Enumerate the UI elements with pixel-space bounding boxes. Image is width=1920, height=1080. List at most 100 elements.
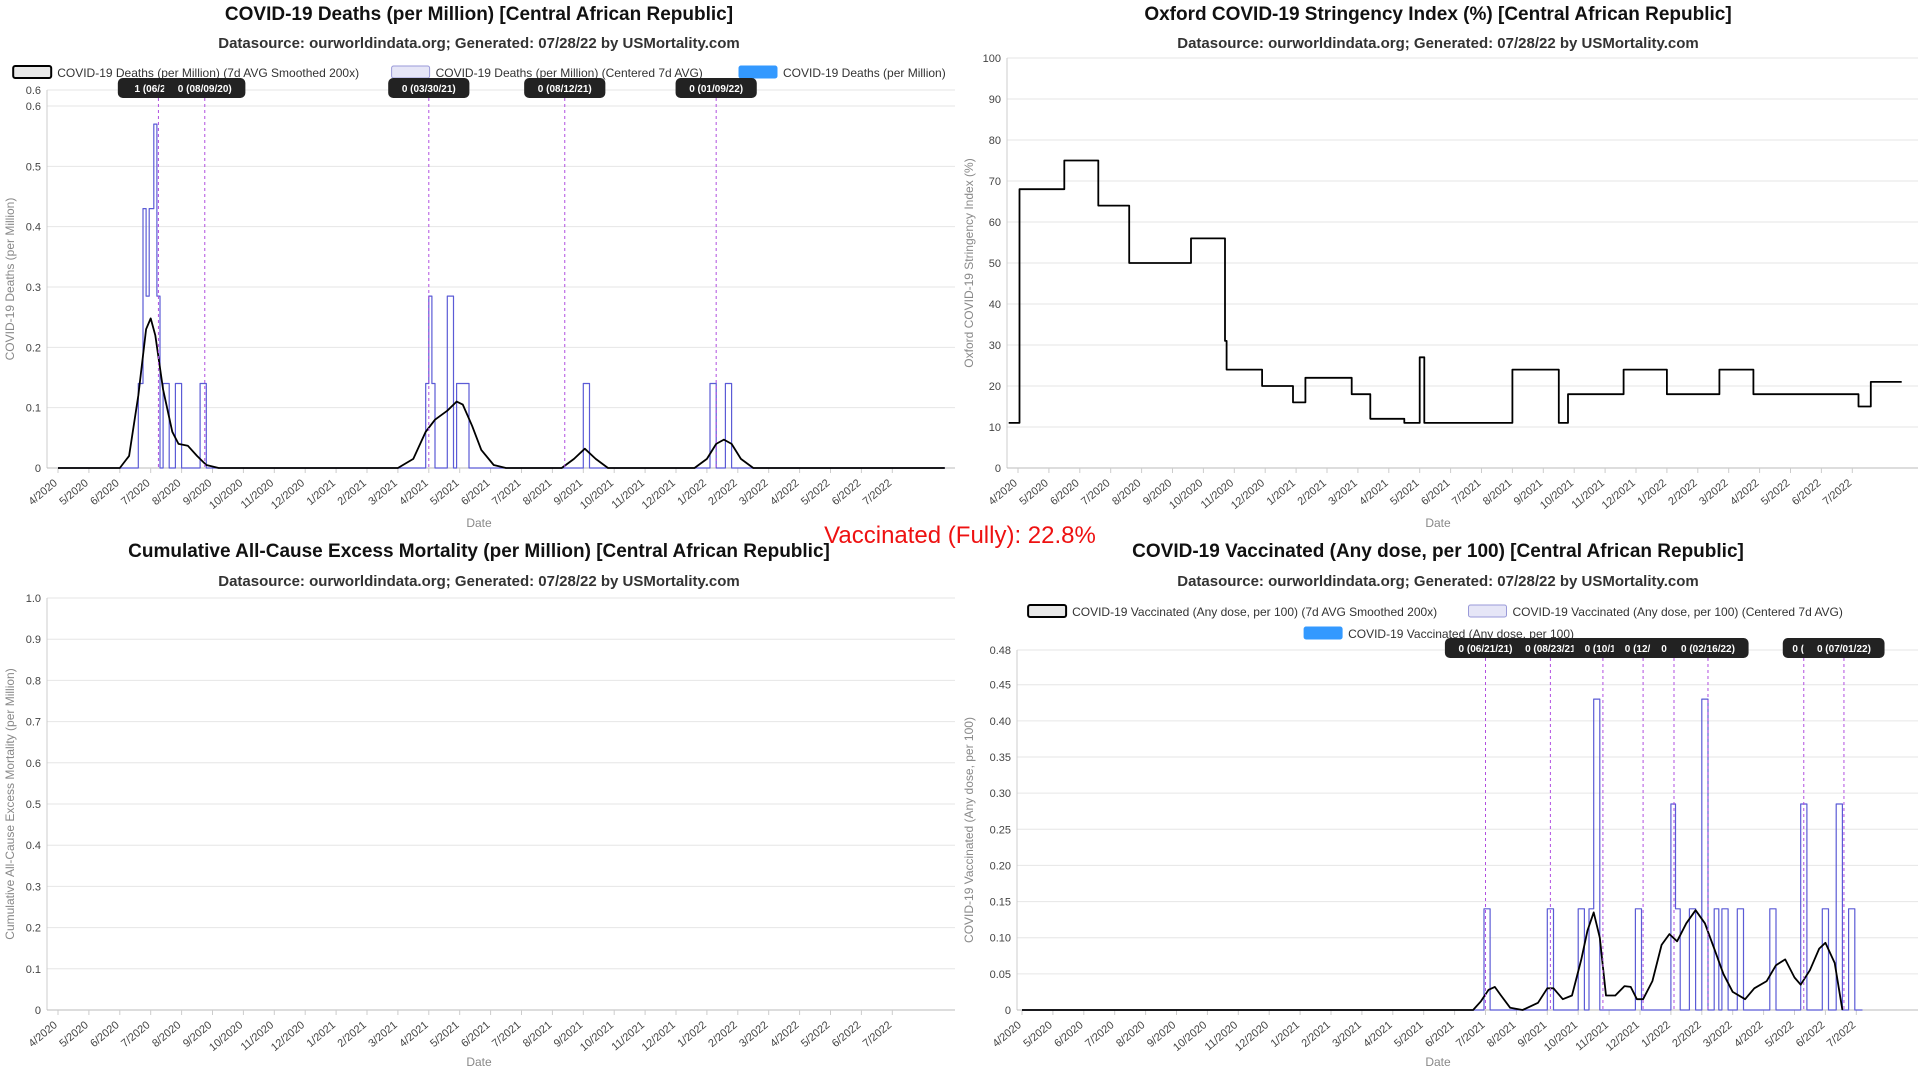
annotation-marker: 0 (02/16/22) bbox=[1667, 638, 1749, 1010]
marker-label: 0 (10/19 bbox=[1585, 644, 1622, 655]
y-tick-label: 0.35 bbox=[990, 752, 1011, 764]
x-tick-label: 7/2020 bbox=[119, 1019, 152, 1050]
legend-label: COVID-19 Vaccinated (Any dose, per 100) bbox=[1348, 627, 1574, 641]
x-axis-label: Date bbox=[466, 516, 492, 530]
chart-title: COVID-19 Vaccinated (Any dose, per 100) … bbox=[1132, 541, 1744, 562]
x-tick-label: 2/2021 bbox=[1299, 1019, 1332, 1050]
x-tick-label: 2/2022 bbox=[706, 477, 739, 508]
y-tick-label: 0.2 bbox=[26, 923, 41, 935]
x-tick-label: 11/2020 bbox=[239, 1019, 277, 1053]
x-tick-label: 7/2022 bbox=[1821, 477, 1854, 508]
x-tick-label: 10/2020 bbox=[207, 1019, 245, 1054]
marker-label: 0 (07/01/22) bbox=[1817, 644, 1871, 655]
chart-title: Cumulative All-Cause Excess Mortality (p… bbox=[128, 541, 830, 562]
x-tick-label: 6/2022 bbox=[830, 477, 863, 508]
x-tick-label: 10/2021 bbox=[1542, 1019, 1580, 1054]
annotation-marker: 1 (06/23/... bbox=[117, 78, 200, 468]
chart-subtitle: Datasource: ourworldindata.org; Generate… bbox=[1177, 573, 1699, 590]
annotation-marker: 0 (05 bbox=[1782, 638, 1825, 1010]
x-axis-label: Date bbox=[1425, 1055, 1451, 1069]
legend-item: COVID-19 Deaths (per Million) (Centered … bbox=[391, 65, 703, 80]
x-tick-label: 8/2020 bbox=[1114, 1019, 1147, 1050]
x-tick-label: 6/2020 bbox=[88, 1019, 121, 1050]
marker-tooltip bbox=[1444, 638, 1527, 658]
x-tick-label: 2/2021 bbox=[1295, 477, 1328, 508]
y-tick-label: 0.2 bbox=[26, 342, 41, 354]
x-tick-label: 6/2021 bbox=[1419, 477, 1452, 508]
marker-tooltip bbox=[1667, 638, 1749, 658]
x-tick-label: 4/2020 bbox=[986, 477, 1019, 508]
legend-item: COVID-19 Deaths (per Million) bbox=[738, 65, 946, 80]
x-tick-label: 12/2020 bbox=[1229, 477, 1267, 512]
y-tick-label: 0.1 bbox=[26, 964, 41, 976]
x-tick-label: 7/2020 bbox=[1083, 1019, 1116, 1050]
y-tick-label: 100 bbox=[983, 53, 1001, 65]
x-tick-label: 1/2021 bbox=[305, 1019, 338, 1050]
marker-label: 0 (03/30/21) bbox=[402, 84, 456, 95]
marker-tooltip bbox=[388, 78, 470, 98]
y-tick-label: 0.4 bbox=[26, 840, 41, 852]
marker-label: 0 (06/21/21) bbox=[1459, 644, 1513, 655]
x-tick-label: 3/2021 bbox=[366, 1019, 399, 1050]
legend-item: COVID-19 Deaths (per Million) (7d AVG Sm… bbox=[12, 65, 359, 80]
x-tick-label: 7/2021 bbox=[490, 477, 523, 508]
x-tick-label: 5/2021 bbox=[428, 477, 461, 508]
legend-item: COVID-19 Vaccinated (Any dose, per 100) … bbox=[1468, 604, 1843, 619]
chart-subtitle: Datasource: ourworldindata.org; Generate… bbox=[1177, 35, 1699, 52]
marker-label: 0 (01/09/22) bbox=[689, 84, 743, 95]
marker-tooltip bbox=[675, 78, 757, 98]
x-tick-label: 8/2020 bbox=[150, 1019, 183, 1050]
x-tick-label: 3/2022 bbox=[1701, 1019, 1734, 1050]
annotation-marker: 0 (08/09/20) bbox=[164, 78, 246, 468]
y-tick-label: 0 bbox=[35, 1005, 41, 1017]
x-tick-label: 6/2022 bbox=[1790, 477, 1823, 508]
y-tick-label: 70 bbox=[989, 176, 1001, 188]
x-tick-label: 5/2020 bbox=[1017, 477, 1050, 508]
legend-swatch bbox=[1303, 626, 1343, 640]
x-tick-label: 7/2022 bbox=[1825, 1019, 1858, 1050]
y-tick-label: 0.20 bbox=[990, 860, 1011, 872]
y-axis-label: COVID-19 Deaths (per Million) bbox=[3, 198, 17, 361]
marker-label: 0 (08/09/20) bbox=[178, 84, 232, 95]
y-tick-label: 0.48 bbox=[990, 645, 1011, 657]
y-tick-label: 0.7 bbox=[26, 717, 41, 729]
x-tick-label: 4/2020 bbox=[26, 1019, 59, 1050]
x-tick-label: 5/2022 bbox=[799, 477, 832, 508]
x-tick-label: 4/2022 bbox=[768, 1019, 801, 1050]
x-tick-label: 2/2022 bbox=[1666, 477, 1699, 508]
marker-label: 0 (08/23/21 bbox=[1525, 644, 1576, 655]
series-line-centered bbox=[1022, 698, 1863, 1011]
x-tick-label: 5/2020 bbox=[1021, 1019, 1054, 1050]
x-tick-label: 5/2021 bbox=[1388, 477, 1421, 508]
x-tick-label: 8/2021 bbox=[521, 1019, 554, 1050]
marker-label: 0 (12/02 bbox=[1625, 644, 1662, 655]
x-tick-label: 7/2021 bbox=[1454, 1019, 1487, 1050]
x-tick-label: 4/2021 bbox=[1357, 477, 1390, 508]
x-tick-label: 6/2021 bbox=[459, 477, 492, 508]
x-tick-label: 8/2021 bbox=[1485, 1019, 1518, 1050]
x-tick-label: 11/2021 bbox=[609, 477, 647, 511]
x-tick-label: 12/2021 bbox=[1604, 1019, 1642, 1054]
chart-deaths: COVID-19 Deaths (per Million) [Central A… bbox=[3, 4, 955, 530]
legend-swatch bbox=[738, 65, 778, 79]
x-tick-label: 3/2022 bbox=[1697, 477, 1730, 508]
y-tick-label: 0 bbox=[995, 463, 1001, 475]
x-tick-label: 8/2020 bbox=[150, 477, 183, 508]
x-tick-label: 12/2020 bbox=[269, 1019, 307, 1054]
x-tick-label: 1/2022 bbox=[1635, 477, 1668, 508]
y-tick-label: 0.3 bbox=[26, 881, 41, 893]
legend-label: COVID-19 Deaths (per Million) (7d AVG Sm… bbox=[57, 66, 359, 80]
y-tick-label: 10 bbox=[989, 422, 1001, 434]
x-tick-label: 3/2021 bbox=[1330, 1019, 1363, 1050]
x-tick-label: 1/2021 bbox=[1269, 1019, 1302, 1050]
x-tick-label: 3/2021 bbox=[366, 477, 399, 508]
x-tick-label: 10/2020 bbox=[1171, 1019, 1209, 1054]
chart-title: Oxford COVID-19 Stringency Index (%) [Ce… bbox=[1144, 4, 1731, 25]
y-tick-label: 0.30 bbox=[990, 788, 1011, 800]
x-tick-label: 6/2020 bbox=[1052, 1019, 1085, 1050]
y-tick-label: 0.10 bbox=[990, 933, 1011, 945]
y-tick-label: 0.6 bbox=[26, 85, 41, 97]
chart-subtitle: Datasource: ourworldindata.org; Generate… bbox=[218, 573, 740, 590]
y-tick-label: 60 bbox=[989, 217, 1001, 229]
